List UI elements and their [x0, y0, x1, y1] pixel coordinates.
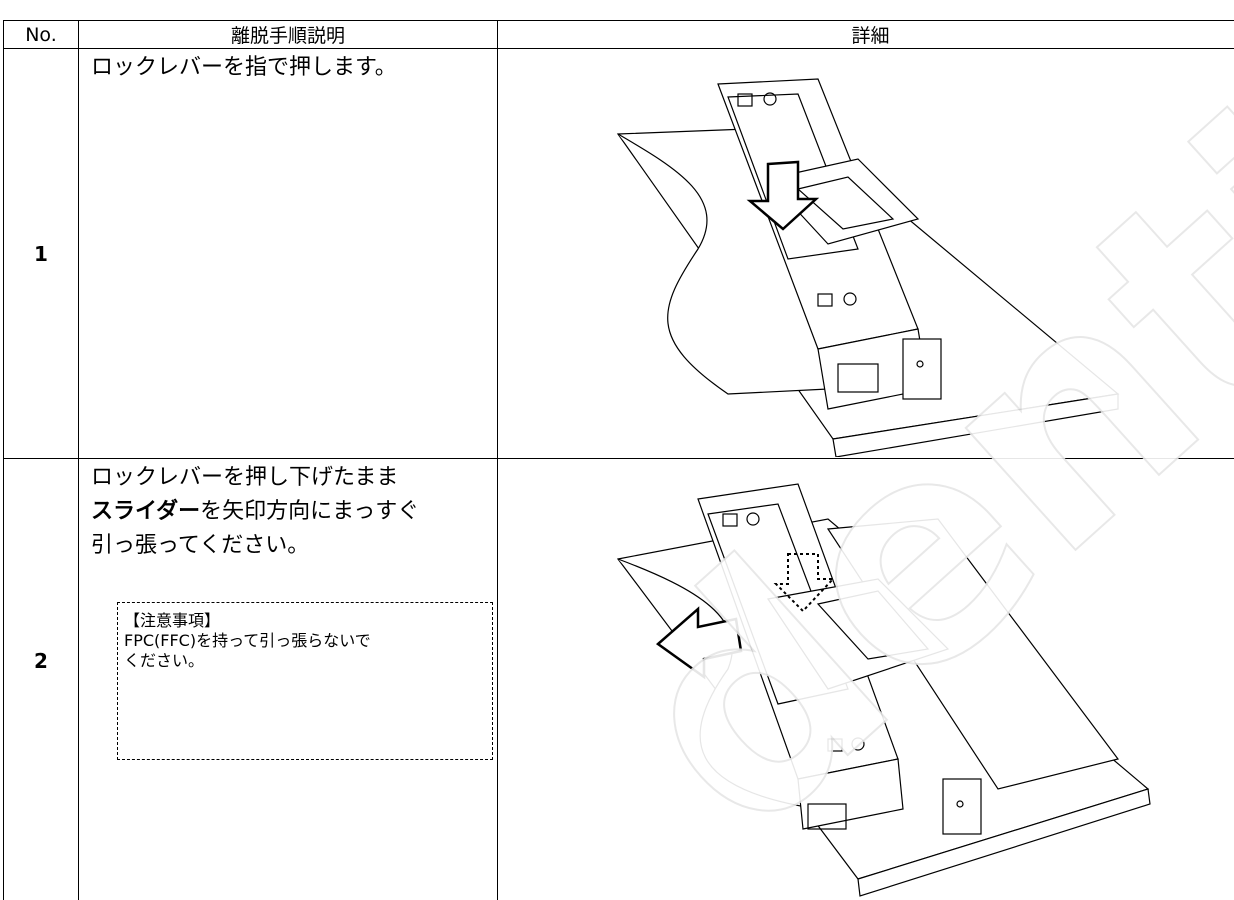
detail-cell — [497, 458, 1234, 900]
description-line: 引っ張ってください。 — [91, 529, 497, 563]
emphasis: スライダー — [91, 499, 201, 524]
row-2: 2 ロックレバーを押し下げたまま スライダーを矢印方向にまっすぐ 引っ張ってください… — [3, 458, 1234, 900]
note-line: FPC(FFC)を持って引っ張らないで — [124, 631, 371, 650]
description-line: ロックレバーを指で押します。 — [91, 55, 397, 80]
note-title: 【注意事項】 — [124, 611, 221, 630]
description-cell: ロックレバーを押し下げたまま スライダーを矢印方向にまっすぐ 引っ張ってください。 — [78, 458, 498, 900]
connector-drawing — [616, 78, 1120, 457]
procedure-table: No. 離脱手順説明 詳細 1 ロックレバーを指で押します。 — [3, 20, 1234, 900]
text-run: 引っ張ってください。 — [91, 533, 310, 558]
connector-drawing — [616, 483, 1151, 897]
row-number: 2 — [3, 458, 79, 900]
text-run: ロックレバーを押し下げたまま — [91, 465, 399, 490]
header-no: No. — [3, 20, 79, 49]
note-line: ください。 — [124, 651, 205, 670]
header-row: No. 離脱手順説明 詳細 — [3, 20, 1234, 49]
text-run: を矢印方向にまっすぐ — [200, 499, 420, 524]
caution-note: 【注意事項】 FPC(FFC)を持って引っ張らないで ください。 — [117, 602, 493, 760]
description-cell: ロックレバーを指で押します。 — [78, 48, 498, 459]
description-line: スライダーを矢印方向にまっすぐ — [91, 495, 497, 529]
detail-cell — [497, 48, 1234, 459]
description-line: ロックレバーを押し下げたまま — [91, 461, 497, 495]
header-detail: 詳細 — [497, 20, 1234, 49]
row-number: 1 — [3, 48, 79, 459]
row-1: 1 ロックレバーを指で押します。 — [3, 48, 1234, 459]
header-description: 離脱手順説明 — [78, 20, 498, 49]
description: ロックレバーを押し下げたまま スライダーを矢印方向にまっすぐ 引っ張ってください。 — [79, 459, 497, 563]
